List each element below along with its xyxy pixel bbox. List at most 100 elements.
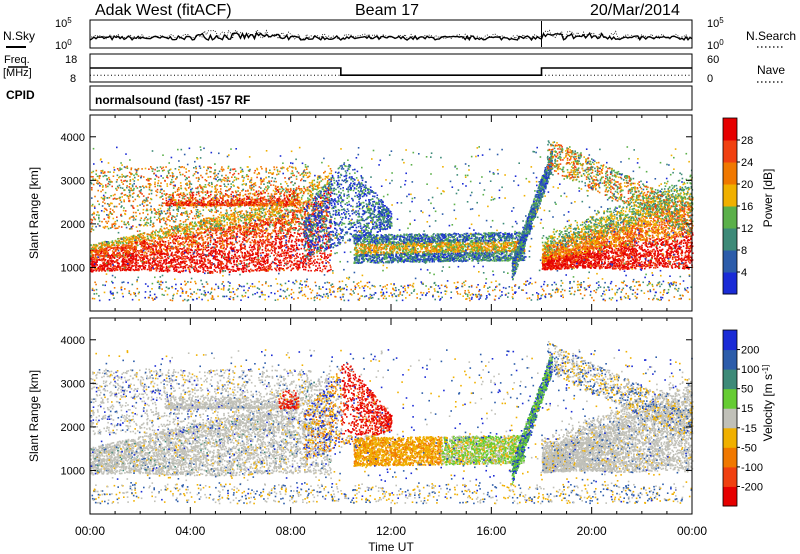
data-cell [218, 260, 220, 262]
data-cell [236, 251, 238, 254]
data-cell [238, 269, 240, 272]
data-cell [113, 171, 115, 174]
data-cell [325, 235, 328, 238]
data-cell [174, 227, 176, 229]
data-cell [237, 190, 239, 192]
data-cell [229, 261, 231, 263]
data-cell [112, 268, 115, 270]
data-cell [95, 258, 98, 261]
data-cell [133, 251, 136, 253]
data-cell [131, 247, 133, 250]
data-cell [289, 231, 292, 234]
data-cell [141, 237, 143, 239]
data-cell [325, 256, 328, 258]
data-cell [178, 250, 180, 253]
data-cell [302, 255, 305, 258]
data-cell [106, 265, 109, 267]
data-cell [224, 264, 227, 267]
data-cell [324, 232, 326, 235]
data-cell [294, 257, 296, 260]
data-cell [137, 237, 140, 240]
data-cell [150, 266, 153, 269]
data-cell [154, 231, 156, 233]
data-cell [212, 243, 215, 245]
data-cell [198, 198, 201, 201]
data-cell [209, 218, 211, 221]
data-cell [119, 255, 122, 258]
data-cell [249, 220, 251, 222]
data-cell [140, 249, 142, 251]
data-cell [173, 267, 176, 269]
data-cell [259, 239, 261, 241]
data-cell [166, 271, 169, 273]
data-cell [253, 229, 256, 232]
data-cell [241, 183, 244, 186]
data-cell [278, 228, 281, 231]
data-cell [319, 196, 322, 198]
data-cell [159, 228, 162, 230]
data-cell [250, 222, 252, 225]
data-cell [209, 265, 211, 268]
data-cell [296, 232, 299, 234]
data-cell [124, 249, 127, 252]
data-cell [159, 241, 161, 243]
data-cell [201, 236, 204, 239]
data-cell [177, 208, 179, 211]
data-cell [299, 192, 302, 194]
data-cell [131, 240, 134, 243]
data-cell [160, 245, 162, 247]
data-cell [265, 208, 268, 210]
data-cell [220, 265, 223, 267]
data-cell [296, 252, 298, 255]
data-cell [164, 252, 167, 255]
data-cell [229, 270, 231, 273]
data-cell [117, 240, 119, 243]
data-cell [304, 260, 307, 262]
data-cell [190, 263, 193, 266]
data-cell [181, 228, 184, 230]
data-cell [103, 269, 106, 271]
data-cell [91, 262, 93, 265]
data-cell [219, 242, 221, 245]
data-cell [188, 224, 191, 226]
data-cell [139, 204, 141, 206]
data-cell [293, 211, 295, 214]
data-cell [163, 269, 165, 272]
data-cell [275, 166, 278, 169]
data-cell [274, 177, 277, 180]
data-cell [214, 264, 216, 267]
data-cell [273, 247, 275, 249]
data-cell [150, 248, 153, 250]
data-cell [112, 198, 115, 200]
data-cell [302, 263, 305, 266]
data-cell [193, 241, 195, 244]
data-cell [208, 267, 211, 269]
data-cell [116, 259, 118, 261]
data-cell [135, 185, 137, 188]
data-cell [279, 188, 281, 190]
data-cell [262, 220, 264, 222]
data-cell [181, 225, 183, 228]
data-cell [100, 242, 103, 245]
data-cell [156, 257, 158, 259]
data-cell [244, 248, 247, 250]
data-cell [181, 260, 184, 263]
data-cell [164, 246, 167, 248]
data-cell [281, 252, 283, 255]
data-cell [275, 232, 278, 235]
data-cell [233, 217, 236, 219]
data-cell [304, 211, 306, 213]
data-cell [103, 241, 105, 243]
data-cell [293, 213, 295, 216]
data-cell [169, 213, 172, 216]
data-cell [103, 254, 105, 256]
data-cell [319, 197, 322, 199]
freq-unit-label: [MHz] [3, 67, 32, 79]
data-cell [277, 236, 280, 238]
data-cell [239, 260, 241, 262]
data-cell [180, 253, 182, 255]
data-cell [296, 236, 298, 238]
data-cell [273, 168, 276, 171]
data-cell [261, 205, 264, 208]
data-cell [279, 207, 282, 209]
